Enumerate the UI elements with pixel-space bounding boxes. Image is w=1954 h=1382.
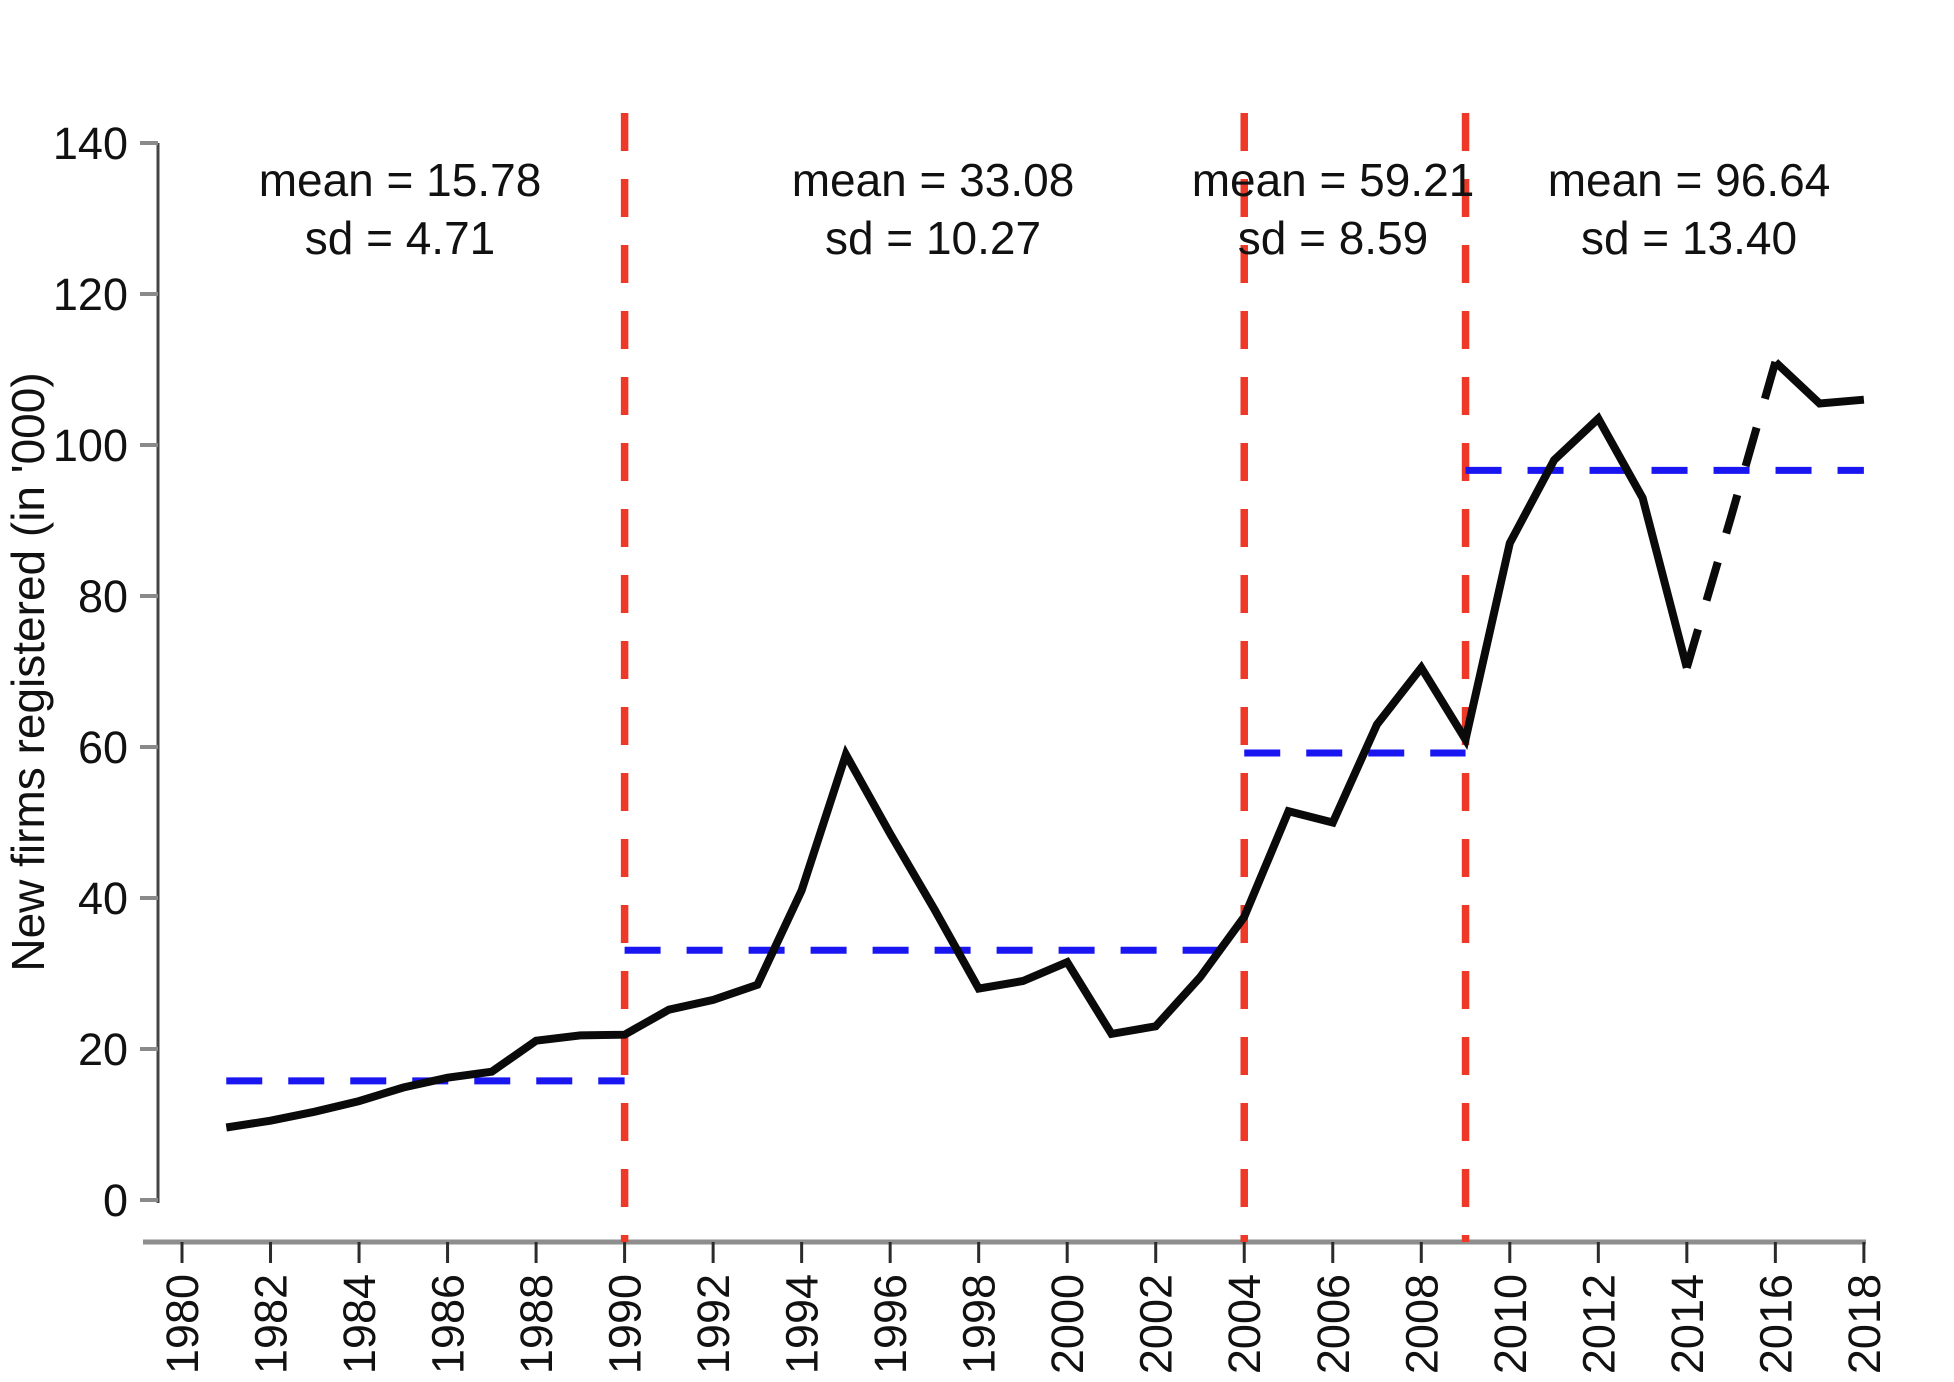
y-axis: 0 20 40 60 80 100 120 140 xyxy=(53,118,160,1226)
x-tick-label: 1990 xyxy=(600,1274,651,1374)
annotations: mean = 15.78 sd = 4.71 mean = 33.08 sd =… xyxy=(259,154,1831,264)
x-tick-label: 1986 xyxy=(423,1274,474,1374)
segment-mean-lines xyxy=(226,466,1864,1085)
x-tick-label: 1984 xyxy=(334,1274,385,1374)
x-tick-label: 2000 xyxy=(1042,1274,1093,1374)
x-tick-label: 2012 xyxy=(1573,1274,1624,1374)
x-tick-label: 1982 xyxy=(246,1274,297,1374)
x-tick-label: 2014 xyxy=(1662,1274,1713,1374)
x-tick-label: 1980 xyxy=(157,1274,208,1374)
y-tick-label: 20 xyxy=(78,1024,128,1075)
x-axis: 1980 1982 1984 1986 1988 1990 1992 1994 1996 1998… xyxy=(143,1239,1890,1374)
x-tick-label: 1998 xyxy=(954,1274,1005,1374)
annotation-sd-3: sd = 8.59 xyxy=(1238,212,1429,264)
annotation-sd-2: sd = 10.27 xyxy=(825,212,1041,264)
y-tick-label: 140 xyxy=(53,118,128,169)
x-tick-label: 1988 xyxy=(511,1274,562,1374)
x-tick-label: 2006 xyxy=(1308,1274,1359,1374)
x-tick-label: 1996 xyxy=(865,1274,916,1374)
annotation-sd-4: sd = 13.40 xyxy=(1581,212,1797,264)
x-tick-label: 2010 xyxy=(1485,1274,1536,1374)
x-tick-label: 2018 xyxy=(1839,1274,1890,1374)
y-tick-label: 80 xyxy=(78,571,128,622)
x-tick-label: 2016 xyxy=(1750,1274,1801,1374)
x-tick-label: 2004 xyxy=(1219,1274,1270,1374)
y-tick-label: 0 xyxy=(103,1175,128,1226)
y-tick-label: 120 xyxy=(53,269,128,320)
x-tick-label: 1994 xyxy=(777,1274,828,1374)
series-line-solid-tail xyxy=(1772,359,1865,408)
annotation-mean-1: mean = 15.78 xyxy=(259,154,542,206)
x-tick-label: 2002 xyxy=(1131,1274,1182,1374)
y-tick-label: 60 xyxy=(78,722,128,773)
x-tick-label: 1992 xyxy=(688,1274,739,1374)
y-axis-title: New firms registered (in '000) xyxy=(2,372,54,971)
series-line-solid xyxy=(225,412,1691,1132)
x-tick-label: 2008 xyxy=(1396,1274,1447,1374)
annotation-mean-2: mean = 33.08 xyxy=(792,154,1075,206)
data-series xyxy=(225,359,1865,1132)
series-line-dashed-projection xyxy=(1682,360,1780,669)
annotation-mean-4: mean = 96.64 xyxy=(1548,154,1831,206)
y-tick-label: 100 xyxy=(53,420,128,471)
structural-break-lines xyxy=(620,113,1470,1242)
annotation-sd-1: sd = 4.71 xyxy=(305,212,496,264)
annotation-mean-3: mean = 59.21 xyxy=(1192,154,1475,206)
y-tick-label: 40 xyxy=(78,873,128,924)
